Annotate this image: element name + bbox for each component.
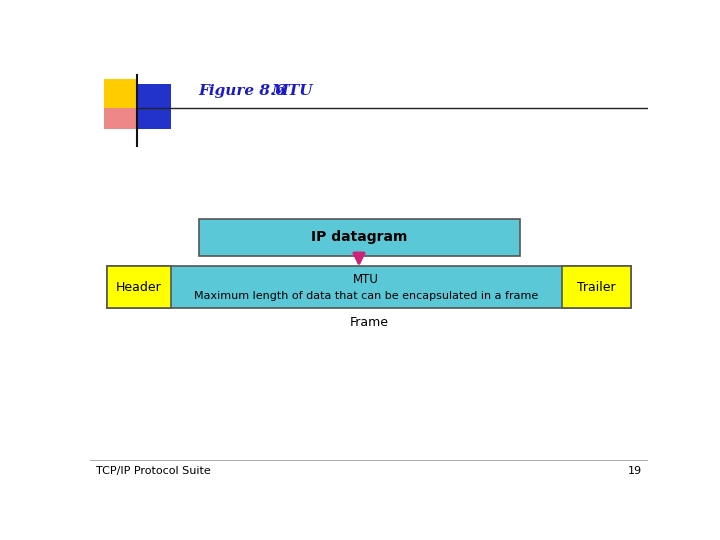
Bar xyxy=(199,219,520,256)
Bar xyxy=(104,79,138,109)
Text: Trailer: Trailer xyxy=(577,281,616,294)
Bar xyxy=(104,109,138,129)
Text: 19: 19 xyxy=(629,466,642,476)
Text: Figure 8.6: Figure 8.6 xyxy=(199,84,287,98)
Bar xyxy=(107,266,631,308)
Bar xyxy=(138,84,171,129)
Bar xyxy=(107,266,171,308)
Text: Frame: Frame xyxy=(349,316,389,329)
Text: Maximum length of data that can be encapsulated in a frame: Maximum length of data that can be encap… xyxy=(194,291,539,301)
Text: TCP/IP Protocol Suite: TCP/IP Protocol Suite xyxy=(96,466,210,476)
Text: MTU: MTU xyxy=(354,273,379,286)
Text: MTU: MTU xyxy=(271,84,313,98)
Text: IP datagram: IP datagram xyxy=(311,231,408,245)
Text: Header: Header xyxy=(116,281,162,294)
Bar xyxy=(562,266,631,308)
